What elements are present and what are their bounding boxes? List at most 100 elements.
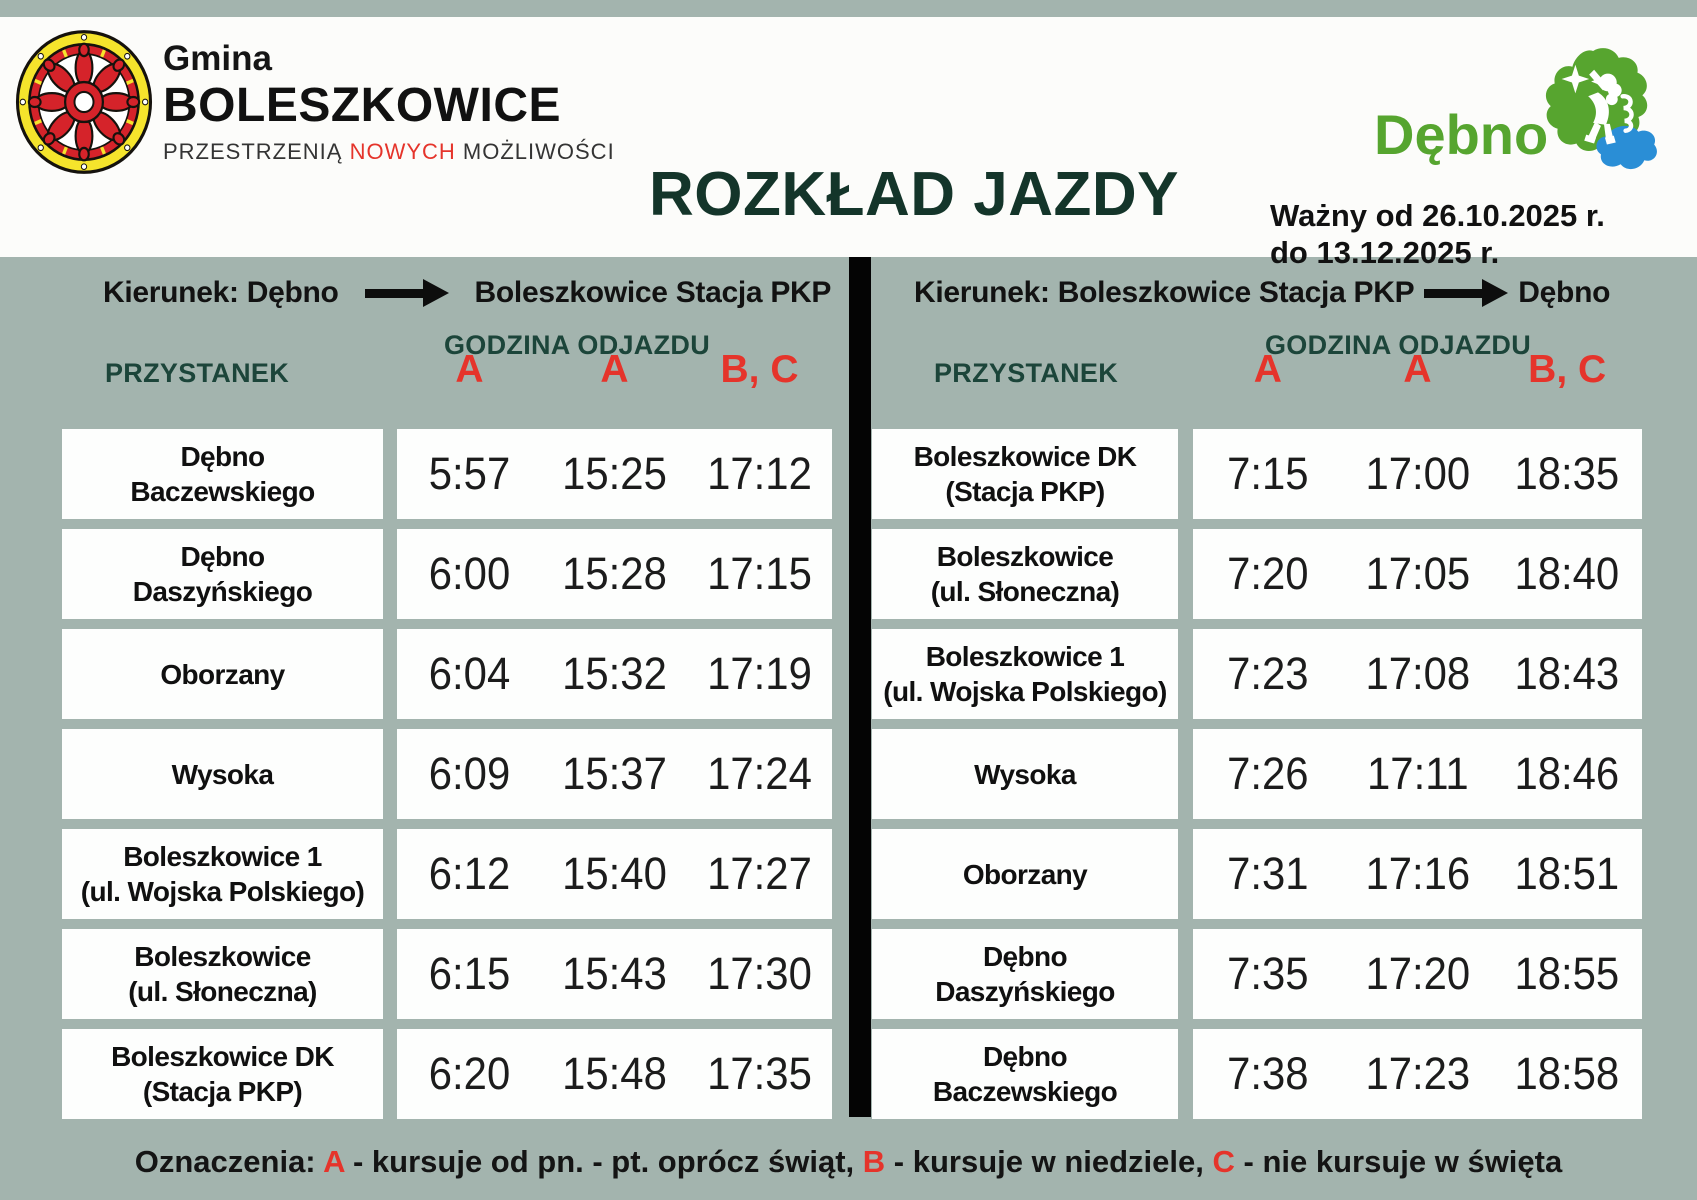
stop-name-cell: Wysoka [872, 729, 1178, 819]
departure-times-cell: 7:38 17:23 18:58 [1193, 1029, 1642, 1119]
direction-to: Boleszkowice Stacja PKP [474, 276, 832, 309]
departure-time: 18:43 [1514, 648, 1620, 699]
departure-times-cell: 7:31 17:16 18:51 [1193, 829, 1642, 919]
timetable-row: Dębno Daszyńskiego 6:00 15:28 17:15 [62, 529, 832, 619]
direction-from: Kierunek: Dębno [103, 276, 339, 309]
stop-name-cell: Boleszkowice DK (Stacja PKP) [872, 429, 1178, 519]
direction-to: Dębno [1518, 276, 1611, 309]
departure-time: 17:00 [1365, 448, 1470, 499]
departure-times-cell: 6:20 15:48 17:35 [397, 1029, 832, 1119]
time-header-right: GODZINA ODJAZDU [1265, 330, 1531, 360]
departure-time: 7:20 [1227, 548, 1309, 599]
time-header-left: GODZINA ODJAZDU [444, 330, 710, 360]
timetable-right: Boleszkowice DK (Stacja PKP) 7:15 17:00 … [872, 429, 1642, 1129]
stop-name-cell: Dębno Baczewskiego [872, 1029, 1178, 1119]
departure-time: 18:40 [1514, 548, 1620, 599]
arrow-right-icon [364, 279, 449, 307]
departure-time: 7:23 [1227, 648, 1309, 699]
timetable-row: Wysoka 6:09 15:37 17:24 [62, 729, 832, 819]
departure-time: 15:43 [562, 948, 667, 999]
departure-time: 15:32 [562, 648, 667, 699]
departure-time: 5:57 [428, 448, 511, 499]
timetable-row: Boleszkowice (ul. Słoneczna) 6:15 15:43 … [62, 929, 832, 1019]
departure-time: 15:25 [562, 448, 667, 499]
departure-time: 18:46 [1514, 748, 1620, 799]
stop-name-cell: Oborzany [872, 829, 1178, 919]
departure-time: 6:20 [428, 1048, 511, 1099]
departure-times-cell: 7:26 17:11 18:46 [1193, 729, 1642, 819]
departure-time: 17:27 [707, 848, 812, 899]
service-code: A [1253, 348, 1282, 391]
departure-time: 6:00 [428, 548, 511, 599]
timetable-row: Wysoka 7:26 17:11 18:46 [872, 729, 1642, 819]
departure-time: 7:31 [1227, 848, 1309, 899]
stop-header-right: PRZYSTANEK [933, 358, 1118, 388]
departure-time: 17:24 [707, 748, 812, 799]
legend-code-b: B [862, 1144, 886, 1179]
departure-times-cell: 5:57 15:25 17:12 [397, 429, 832, 519]
legend-prefix: Oznaczenia: [134, 1144, 324, 1179]
departure-time: 15:37 [562, 748, 667, 799]
departure-time: 6:09 [428, 748, 511, 799]
validity-dates: Ważny od 26.10.2025 r. do 13.12.2025 r. [1270, 197, 1605, 271]
stop-name-cell: Dębno Baczewskiego [62, 429, 383, 519]
timetable-left: Dębno Baczewskiego 5:57 15:25 17:12 Dębn… [62, 429, 832, 1129]
departure-time: 6:12 [428, 848, 511, 899]
departure-time: 17:19 [707, 648, 812, 699]
direction-header-left: Kierunek: Dębno Boleszkowice Stacja PKP [103, 276, 831, 310]
timetable-row: Dębno Daszyńskiego 7:35 17:20 18:55 [872, 929, 1642, 1019]
service-code: B, C [720, 348, 799, 391]
gmina-tagline: PRZESTRZENIĄ NOWYCH MOŻLIWOŚCI [163, 137, 615, 167]
timetable-row: Dębno Baczewskiego 7:38 17:23 18:58 [872, 1029, 1642, 1119]
direction-header-right: Kierunek: Boleszkowice Stacja PKP Dębno [914, 276, 1610, 310]
departure-time: 17:12 [707, 448, 812, 499]
service-code: A [600, 348, 629, 391]
departure-time: 18:35 [1514, 448, 1620, 499]
timetable-row: Oborzany 6:04 15:32 17:19 [62, 629, 832, 719]
stop-name-cell: Boleszkowice (ul. Słoneczna) [62, 929, 383, 1019]
departure-times-cell: 7:35 17:20 18:55 [1193, 929, 1642, 1019]
municipality-name: BOLESZKOWICE [163, 79, 561, 132]
timetable-row: Boleszkowice 1 (ul. Wojska Polskiego) 6:… [62, 829, 832, 919]
legend-text-a: - kursuje od pn. - pt. oprócz świąt, [344, 1144, 863, 1179]
departure-time: 7:38 [1227, 1048, 1309, 1099]
tagline-part2: NOWYCH [349, 139, 456, 164]
departure-time: 17:35 [707, 1048, 812, 1099]
stop-header-left: PRZYSTANEK [104, 358, 289, 388]
departure-time: 18:58 [1514, 1048, 1620, 1099]
departure-time: 17:15 [707, 548, 812, 599]
departure-time: 6:04 [428, 648, 511, 699]
tagline-part1: PRZESTRZENIĄ [163, 139, 350, 164]
departure-time: 7:35 [1227, 948, 1309, 999]
legend-code-a: A [323, 1144, 345, 1179]
departure-time: 17:30 [707, 948, 812, 999]
stop-name-cell: Wysoka [62, 729, 383, 819]
departure-times-cell: 6:04 15:32 17:19 [397, 629, 832, 719]
departure-time: 18:55 [1514, 948, 1620, 999]
gmina-wordmark: Gmina BOLESZKOWICE PRZESTRZENIĄ NOWYCH M… [163, 39, 615, 167]
stop-name-cell: Boleszkowice (ul. Słoneczna) [872, 529, 1178, 619]
stop-name-cell: Boleszkowice DK (Stacja PKP) [62, 1029, 383, 1119]
departure-time: 17:16 [1365, 848, 1470, 899]
gmina-wheel-logo-icon [15, 30, 153, 174]
service-codes-left: A A B, C [397, 348, 832, 392]
departure-times-cell: 7:15 17:00 18:35 [1193, 429, 1642, 519]
debno-wordmark: Dębno [1374, 105, 1548, 165]
header: Gmina BOLESZKOWICE PRZESTRZENIĄ NOWYCH M… [0, 17, 1697, 270]
arrow-right-icon [1424, 279, 1509, 307]
legend-code-c: C [1212, 1144, 1235, 1179]
departure-times-cell: 7:20 17:05 18:40 [1193, 529, 1642, 619]
service-code: A [455, 348, 484, 391]
departure-time: 6:15 [428, 948, 511, 999]
page-title: ROZKŁAD JAZDY [648, 160, 1180, 229]
service-code: B, C [1528, 348, 1607, 391]
timetable-row: Dębno Baczewskiego 5:57 15:25 17:12 [62, 429, 832, 519]
departure-time: 17:23 [1365, 1048, 1470, 1099]
departure-times-cell: 6:00 15:28 17:15 [397, 529, 832, 619]
debno-label: Dębno [1374, 103, 1549, 166]
gmina-label: Gmina [163, 39, 272, 78]
valid-from: Ważny od 26.10.2025 r. [1270, 198, 1605, 233]
stop-name-cell: Dębno Daszyńskiego [872, 929, 1178, 1019]
timetable-row: Boleszkowice DK (Stacja PKP) 6:20 15:48 … [62, 1029, 832, 1119]
